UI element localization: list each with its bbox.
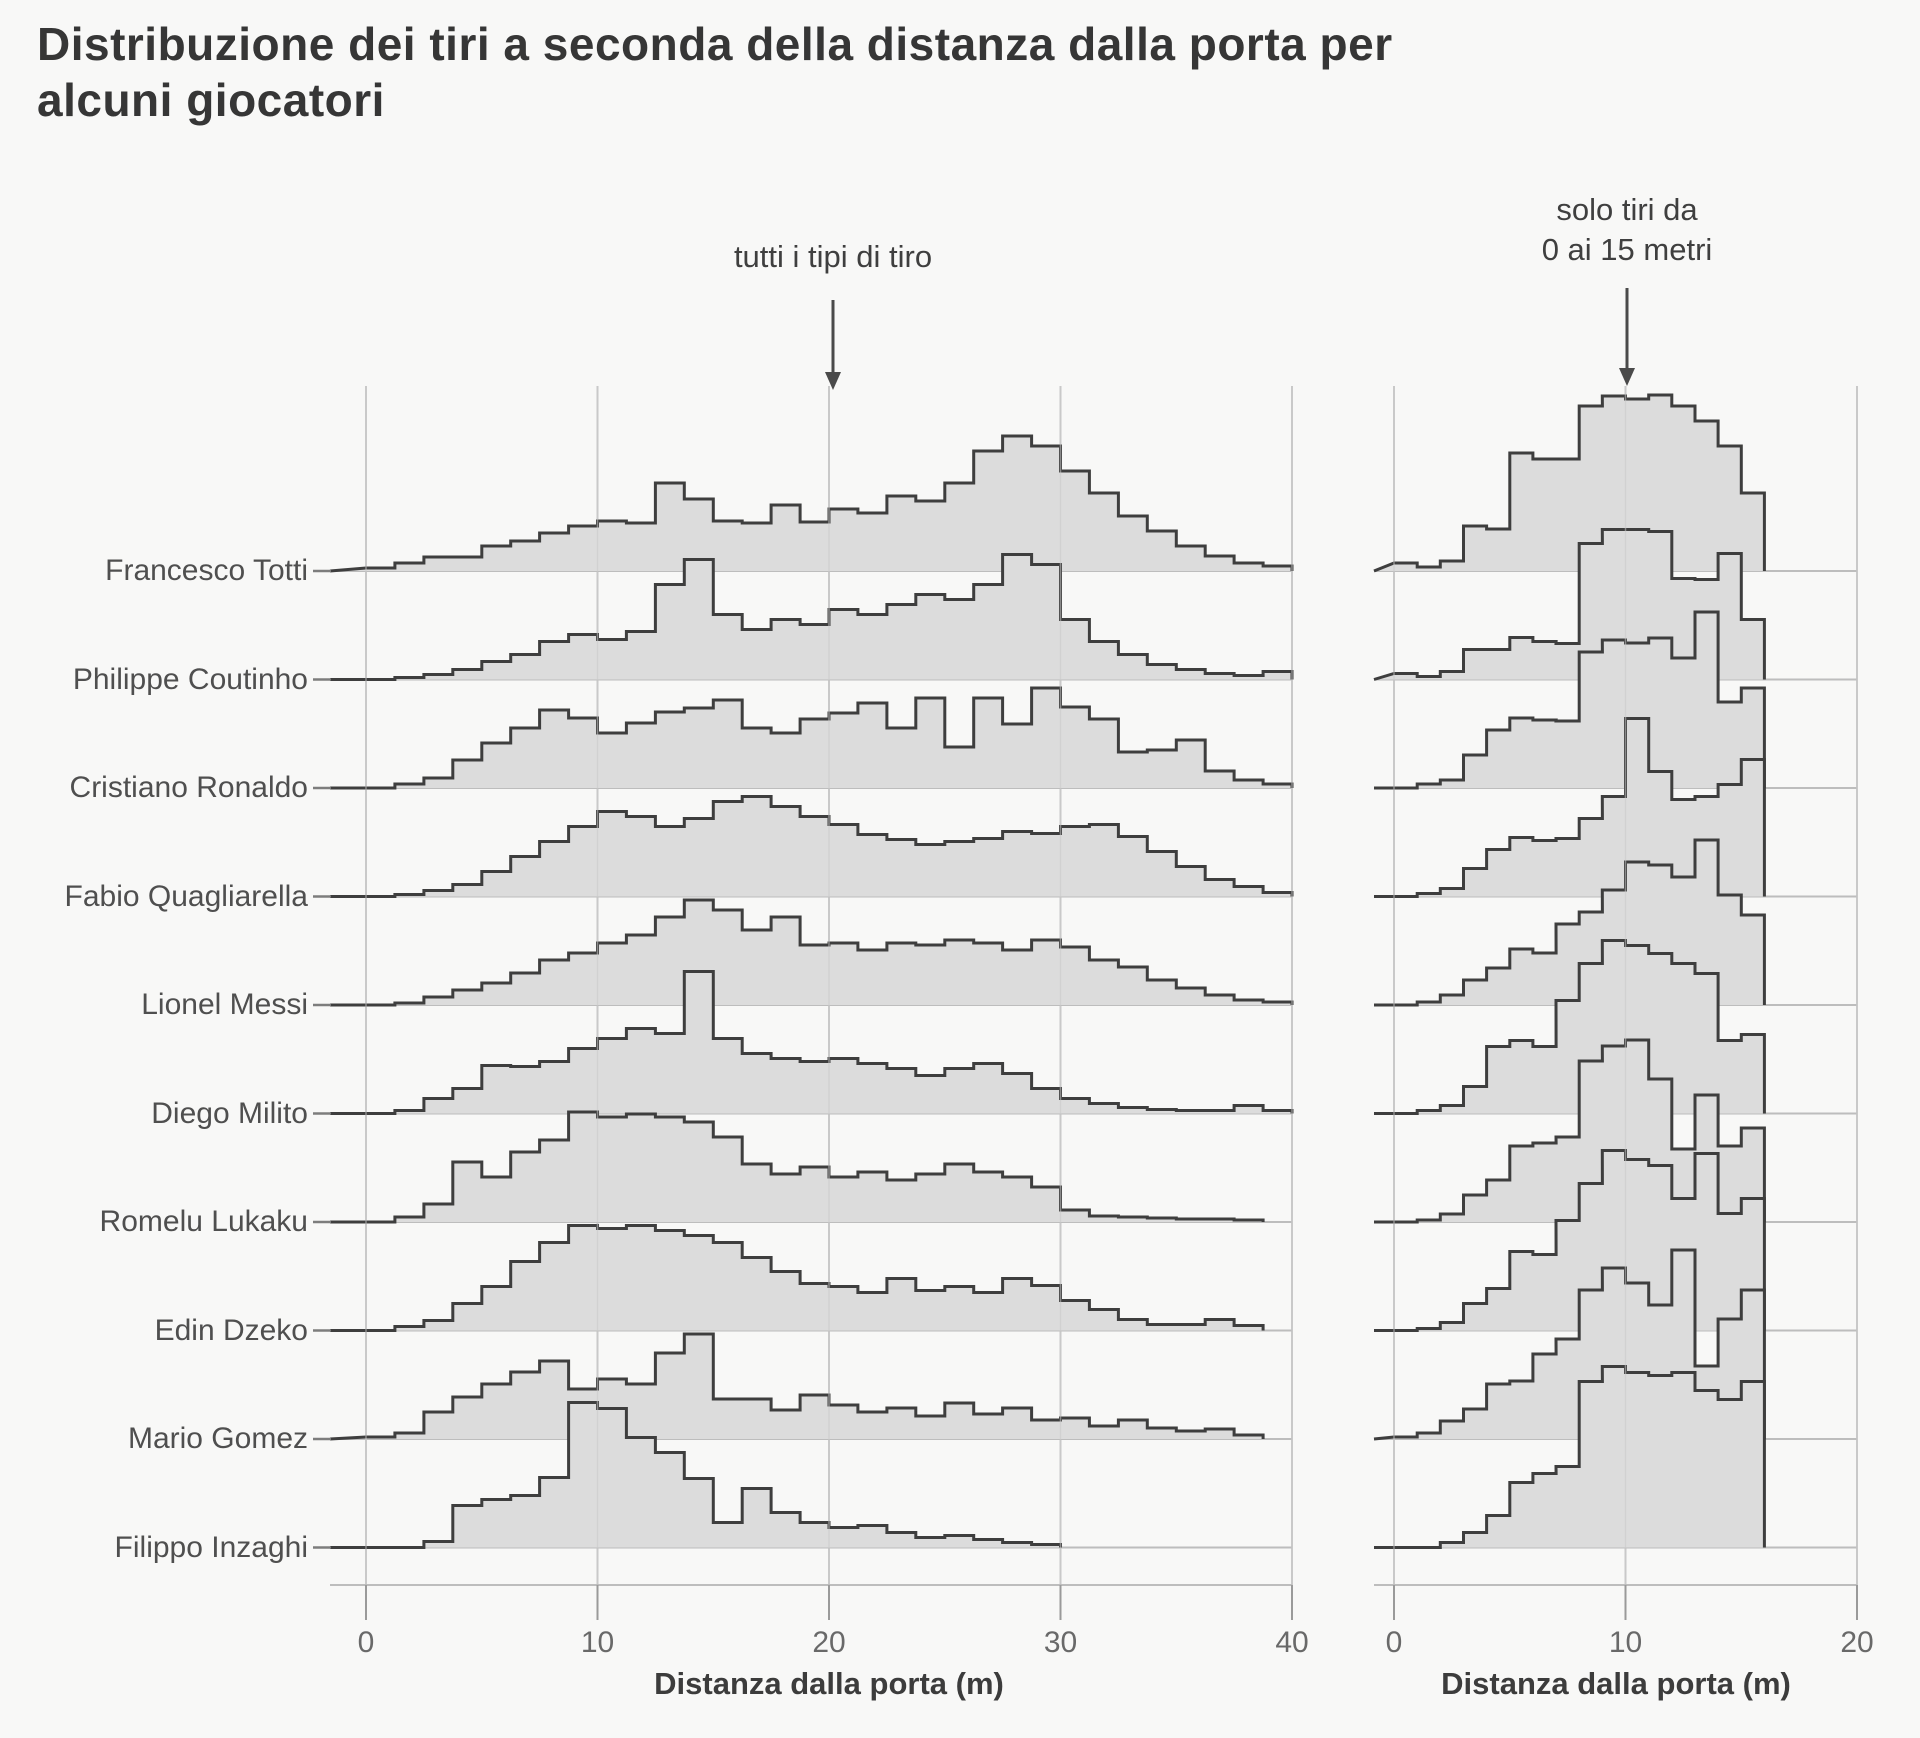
histogram-outline-right: [1374, 939, 1766, 1115]
histogram-fill-left: [330, 554, 1292, 680]
player-label-filippo-inzaghi: Filippo Inzaghi: [114, 1530, 308, 1564]
tick-label-left-10: 10: [580, 1626, 615, 1659]
x-axis-title-right: Distanza dalla porta (m): [1441, 1666, 1791, 1701]
histogram-fill-right: [1374, 718, 1765, 897]
player-label-fabio-quagliarella: Fabio Quagliarella: [64, 879, 308, 913]
arrow-all-shots-head: [825, 372, 841, 390]
annotation-close-shots-line2: 0 ai 15 metri: [1541, 232, 1713, 267]
tick-label-left-30: 30: [1043, 1626, 1078, 1659]
histogram-outline-right: [1373, 393, 1766, 573]
histogram-fill-left: [330, 688, 1292, 788]
player-label-edin-dzeko: Edin Dzeko: [154, 1313, 308, 1347]
histogram-fill-left: [330, 796, 1292, 897]
histogram-outline-left: [330, 1110, 1265, 1224]
x-axis-title-left: Distanza dalla porta (m): [654, 1666, 1004, 1701]
histogram-outline-right: [1373, 1248, 1766, 1441]
page-title: Distribuzione dei tiri a seconda della d…: [37, 18, 1393, 127]
histogram-fill-right: [1374, 940, 1765, 1114]
tick-label-left-20: 20: [812, 1626, 846, 1659]
histogram-outline-right: [1374, 838, 1766, 1007]
annotation-all-shots: tutti i tipi di tiro: [583, 237, 1083, 277]
histogram-fill-right: [1374, 1150, 1765, 1331]
histogram-fill-left: [330, 436, 1292, 571]
tick-label-left-0: 0: [357, 1626, 375, 1659]
histogram-fill-left: [330, 900, 1292, 1005]
annotation-close-shots-line1: solo tiri da: [1556, 192, 1698, 227]
histogram-fill-right: [1374, 1366, 1765, 1548]
tick-label-right-10: 10: [1608, 1626, 1643, 1659]
histogram-outline-left: [330, 1401, 1062, 1549]
histogram-fill-left: [330, 1402, 1061, 1548]
player-label-mario-gomez: Mario Gomez: [127, 1422, 308, 1455]
histogram-fill-left: [330, 1225, 1264, 1331]
histogram-fill-left: [330, 971, 1292, 1114]
tick-label-right-20: 20: [1840, 1626, 1874, 1659]
histogram-fill-right: [1374, 612, 1765, 788]
histogram-fill-left: [330, 1112, 1264, 1222]
histogram-outline-right: [1373, 528, 1766, 681]
player-label-cristiano-ronaldo: Cristiano Ronaldo: [69, 771, 308, 804]
histogram-outline-left: [330, 1224, 1265, 1332]
annotation-all-shots-text: tutti i tipi di tiro: [733, 239, 933, 274]
player-label-diego-milito: Diego Milito: [151, 1096, 308, 1130]
histogram-outline-right: [1374, 1149, 1766, 1332]
histogram-fill-left: [330, 1334, 1264, 1439]
player-label-lionel-messi: Lionel Messi: [141, 988, 308, 1021]
player-label-romelu-lukaku: Romelu Lukaku: [99, 1205, 308, 1238]
histogram-outline-right: [1374, 717, 1766, 898]
annotation-close-shots: solo tiri da 0 ai 15 metri: [1427, 190, 1827, 270]
arrow-close-shots-head: [1619, 368, 1635, 386]
tick-label-right-0: 0: [1385, 1626, 1403, 1659]
player-label-francesco-totti: Francesco Totti: [105, 554, 308, 587]
player-label-philippe-coutinho: Philippe Coutinho: [72, 662, 308, 696]
tick-label-left-40: 40: [1275, 1626, 1309, 1659]
histogram-outline-right: [1374, 1038, 1766, 1224]
histogram-outline-right: [1374, 610, 1766, 790]
histogram-outline-right: [1374, 1365, 1766, 1549]
